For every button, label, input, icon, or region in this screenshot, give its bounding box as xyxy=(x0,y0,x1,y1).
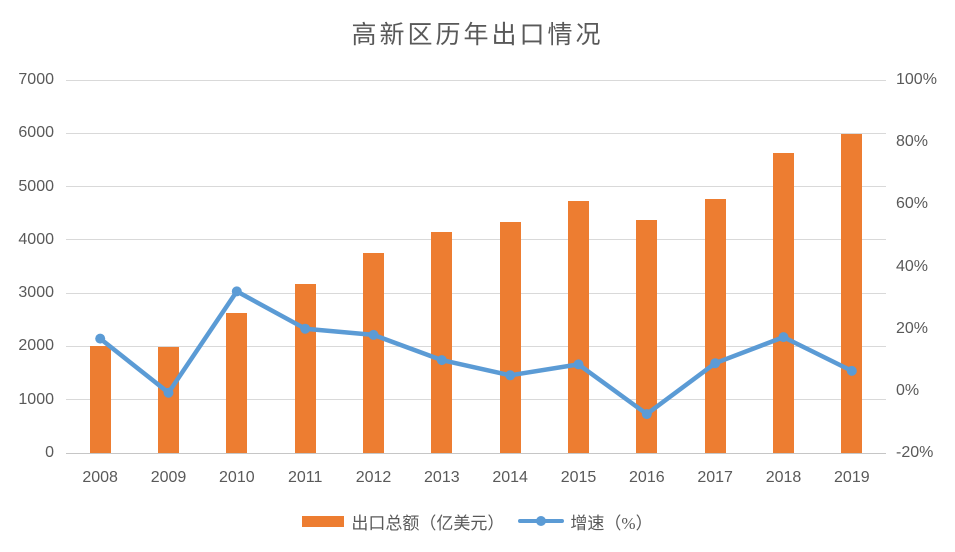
bar-2009 xyxy=(158,346,179,453)
chart-title: 高新区历年出口情况 xyxy=(351,22,604,49)
line-marker-2017 xyxy=(710,358,721,369)
x-axis-label-2017: 2017 xyxy=(697,469,733,486)
legend: 出口总额（亿美元） 增速（%） xyxy=(0,508,955,534)
line-marker-2012 xyxy=(368,329,379,340)
growth-line xyxy=(97,289,855,417)
gridline xyxy=(66,345,886,347)
gridline xyxy=(66,399,886,401)
bar-2010 xyxy=(226,313,248,453)
bar-2015 xyxy=(568,201,589,453)
line-marker-2014 xyxy=(505,370,516,381)
gridline xyxy=(66,292,886,294)
left-axis-tick-0: 0 xyxy=(45,444,54,461)
left-axis-tick-5000: 5000 xyxy=(18,177,54,195)
right-axis-tick-80%: 80% xyxy=(896,133,929,151)
right-axis-tick-0%: 0% xyxy=(896,381,920,399)
x-axis-line xyxy=(66,452,886,454)
legend-line-label: 增速（%） xyxy=(570,513,653,533)
bar-2012 xyxy=(363,252,384,453)
line-marker-2011 xyxy=(300,323,311,334)
legend-line-marker-icon xyxy=(536,515,547,526)
bar-2014 xyxy=(499,222,521,453)
bar-2016 xyxy=(636,220,658,453)
x-axis-label-2013: 2013 xyxy=(424,469,460,486)
bar-2008 xyxy=(89,346,111,453)
line-marker-2018 xyxy=(778,332,789,343)
left-axis-tick-1000: 1000 xyxy=(18,390,54,408)
left-axis-tick-3000: 3000 xyxy=(18,284,54,302)
x-axis-label-2008: 2008 xyxy=(82,469,118,486)
legend-bar-swatch-icon xyxy=(302,515,345,527)
x-axis-label-2012: 2012 xyxy=(355,469,392,486)
left-axis-tick-2000: 2000 xyxy=(18,337,54,355)
line-marker-2016 xyxy=(641,409,652,420)
right-axis-tick-20%: 20% xyxy=(896,319,929,337)
line-marker-2010 xyxy=(231,286,242,297)
gridline xyxy=(66,239,886,241)
x-axis-label-2014: 2014 xyxy=(492,469,528,486)
right-axis-tick--20%: -20% xyxy=(896,444,934,461)
line-marker-2009 xyxy=(163,387,174,398)
legend-line-swatch-icon xyxy=(518,515,565,527)
x-axis-label-2018: 2018 xyxy=(765,469,802,486)
bar-2018 xyxy=(773,153,794,453)
line-marker-2008 xyxy=(95,333,106,344)
bar-2017 xyxy=(704,199,726,453)
right-axis-tick-40%: 40% xyxy=(896,257,929,275)
left-axis-tick-6000: 6000 xyxy=(18,124,54,142)
left-axis-tick-7000: 7000 xyxy=(18,71,54,88)
x-axis-label-2011: 2011 xyxy=(287,469,323,486)
x-axis-label-2009: 2009 xyxy=(150,469,187,486)
line-marker-2013 xyxy=(436,355,447,366)
right-axis-tick-100%: 100% xyxy=(896,71,937,88)
x-axis-label-2016: 2016 xyxy=(629,469,665,486)
legend-bar-label: 出口总额（亿美元） xyxy=(351,513,505,533)
right-axis-tick-60%: 60% xyxy=(896,195,929,213)
gridline xyxy=(66,186,886,188)
x-axis-label-2015: 2015 xyxy=(560,469,597,486)
gridline xyxy=(66,79,886,81)
bar-2019 xyxy=(841,133,863,453)
gridline xyxy=(66,132,886,134)
bar-2013 xyxy=(431,232,453,453)
growth-line-series xyxy=(95,286,857,420)
x-axis-label-2019: 2019 xyxy=(834,469,870,486)
x-axis-label-2010: 2010 xyxy=(219,469,255,486)
left-axis-tick-4000: 4000 xyxy=(18,230,54,248)
line-marker-2019 xyxy=(846,365,857,376)
line-marker-2015 xyxy=(573,359,584,370)
plot-area xyxy=(66,79,886,454)
